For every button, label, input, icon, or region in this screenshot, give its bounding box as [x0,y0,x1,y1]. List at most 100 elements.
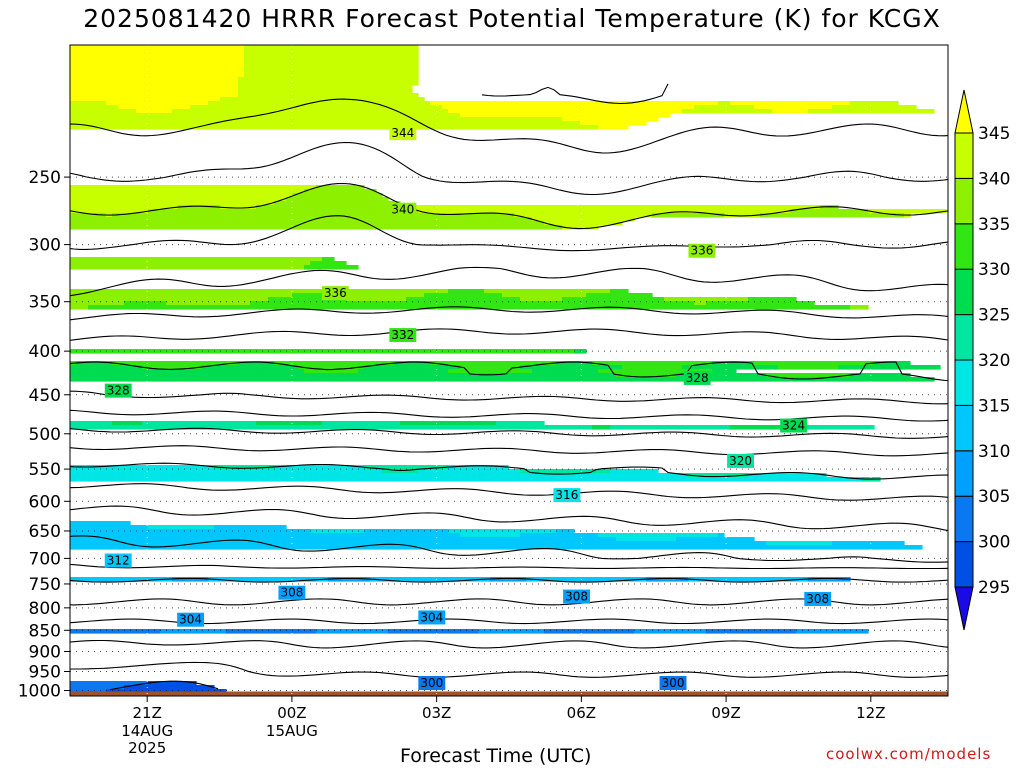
temperature-band-cell [592,361,713,366]
temperature-band-cell [76,361,113,366]
credit-link[interactable]: coolwx.com/models [826,745,992,763]
temperature-band-cell [214,525,287,530]
contour-label: 344 [389,126,417,141]
temperature-band-cell [820,205,839,210]
temperature-band-cell [502,293,587,298]
temperature-band-cell [460,365,521,370]
chart-title: 2025081420 HRRR Forecast Potential Tempe… [83,4,941,33]
colorbar-label: 335 [978,215,1010,235]
svg-text:336: 336 [324,286,347,300]
contour-label: 308 [804,591,832,606]
y-tick-label: 950 [29,662,61,682]
temperature-band-cell [112,421,143,426]
temperature-band-cell [70,689,107,694]
temperature-band-cell [148,209,419,214]
temperature-band-cell [70,521,131,526]
y-tick-label: 650 [29,522,61,542]
temperature-band-cell [70,425,593,430]
contour-line-334 [70,306,948,321]
temperature-band-cell [70,545,923,550]
temperature-band-cell [244,45,419,50]
temperature-band-cell [460,533,521,538]
temperature-band-cell [646,577,689,582]
temperature-band-cell [70,117,563,122]
temperature-band-cell [70,301,125,306]
temperature-band-cell [394,361,431,366]
temperature-band-cell [634,629,707,634]
temperature-band-cell [70,265,305,270]
temperature-band-cell [70,221,545,226]
contour-label: 316 [553,488,581,503]
contour-line-304 [70,639,948,649]
contour-line-326 [70,409,948,422]
temperature-band-cell [118,105,191,110]
temperature-band-cell [70,189,305,194]
contour-labels: 344 340 336 336 332 328 328 324 320 316 312 308 308 3… [104,126,832,691]
temperature-band-cell [244,57,419,62]
x-tick-label: 12Z [856,704,885,722]
temperature-band-cell [556,529,575,534]
colorbar-label: 300 [978,533,1010,553]
colorbar-label: 310 [978,442,1010,462]
temperature-band-cell [682,365,779,370]
temperature-band-cell [142,421,257,426]
svg-text:300: 300 [662,676,685,690]
temperature-band-cell [70,121,581,126]
temperature-band-cell [748,297,797,302]
temperature-band-cell [70,213,107,218]
temperature-band-cell [598,533,719,538]
colorbar-label: 340 [978,169,1010,189]
temperature-band-cell [70,57,245,62]
temperature-band-cell [70,541,767,546]
temperature-band-cell [544,629,635,634]
temperature-band-cell [112,213,515,218]
temperature-band-cell [244,49,419,54]
temperature-band-cell [388,629,479,634]
temperature-band-cell [292,193,383,198]
temperature-band-cell [172,109,449,114]
temperature-band-cell [304,369,359,374]
temperature-band-cell [874,361,911,366]
temperature-band-cell [718,101,731,106]
temperature-band-cell [70,369,305,374]
temperature-band-cell [286,197,389,202]
temperature-band-cell [268,297,347,302]
temperature-band-cell [70,193,293,198]
colorbar-segment [954,314,974,361]
temperature-band-cell [70,305,89,310]
temperature-band-cell [406,205,821,210]
temperature-band-cell [70,525,149,530]
temperature-band-cell [70,297,269,302]
temperature-band-cell [274,201,401,206]
temperature-band-cell [214,465,275,470]
temperature-band-cell [316,629,389,634]
contour-line-324 [70,427,948,439]
contour-line-322 [70,445,948,457]
temperature-band-cell [664,297,749,302]
svg-text:324: 324 [782,419,805,433]
temperature-band-cell [70,65,245,70]
temperature-band-cell [190,105,443,110]
contour-line-318 [70,483,948,501]
svg-text:328: 328 [107,384,130,398]
temperature-band-cell [346,297,407,302]
temperature-band-cell [70,477,863,482]
temperature-band-cell [322,257,335,262]
temperature-band-cell [652,213,725,218]
temperature-band-cell [850,373,911,378]
temperature-band-cell [202,365,299,370]
temperature-band-cell [70,257,323,262]
y-tick-label: 400 [29,342,61,362]
temperature-band-cell [310,261,347,266]
temperature-band-cell [358,369,449,374]
temperature-band-cell [478,629,545,634]
x-axis-title: Forecast Time (UTC) [400,745,592,767]
temperature-band-cell [832,105,917,110]
contour-label: 300 [418,676,446,691]
contour-label: 324 [780,418,808,433]
temperature-band-cell [610,425,731,430]
contour-label: 332 [389,328,417,343]
temperature-band-cell [148,525,215,530]
